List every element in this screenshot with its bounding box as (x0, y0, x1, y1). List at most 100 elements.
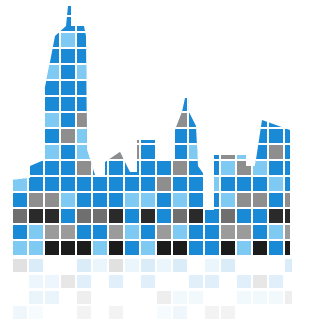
reflection-tile (45, 275, 59, 288)
reflection-tile (125, 259, 139, 272)
tile (188, 32, 204, 48)
reflection-tile (77, 275, 91, 288)
tile (220, 160, 236, 176)
tile (252, 192, 268, 208)
reflection-tile (173, 306, 187, 319)
tile (236, 240, 252, 256)
tile (156, 112, 172, 128)
reflection-tile (269, 275, 283, 288)
tile (28, 80, 44, 96)
tile (204, 64, 220, 80)
reflection-tile (61, 275, 75, 288)
tile (236, 224, 252, 240)
tile (140, 192, 156, 208)
tile (28, 32, 44, 48)
tile (124, 192, 140, 208)
reflection-tile (173, 259, 187, 272)
tile (220, 32, 236, 48)
reflection-tile (141, 275, 155, 288)
reflection-tile (237, 291, 251, 304)
tile (172, 224, 188, 240)
tile (124, 112, 140, 128)
reflection-tile (109, 306, 123, 319)
tile (156, 128, 172, 144)
tile (124, 16, 140, 32)
tile (172, 112, 188, 128)
reflection-tile (157, 306, 171, 319)
reflection-tile (285, 291, 292, 304)
reflection-tile (189, 291, 203, 304)
reflection-tile (157, 291, 171, 304)
tile (44, 192, 60, 208)
tile (156, 48, 172, 64)
tile (92, 144, 108, 160)
tile (220, 144, 236, 160)
tile (92, 32, 108, 48)
tile (220, 240, 236, 256)
tile (44, 144, 60, 160)
tile (44, 112, 60, 128)
tile (188, 208, 204, 224)
tile (44, 240, 60, 256)
reflection-tile (13, 259, 27, 272)
tile (108, 208, 124, 224)
tile (140, 16, 156, 32)
reflection-tile (253, 291, 267, 304)
tile (76, 64, 92, 80)
tile (124, 128, 140, 144)
tile (124, 224, 140, 240)
tile (284, 192, 292, 208)
tile (108, 224, 124, 240)
tile (28, 208, 44, 224)
tile (140, 112, 156, 128)
tile (12, 240, 28, 256)
tile (108, 240, 124, 256)
tile (236, 192, 252, 208)
reflection-tile (29, 275, 43, 288)
reflection-tile (29, 259, 43, 272)
reflection-tile (189, 275, 203, 288)
tile (268, 208, 284, 224)
tile (76, 160, 92, 176)
tile (156, 240, 172, 256)
reflection (13, 259, 292, 319)
tile (60, 192, 76, 208)
tile (284, 224, 292, 240)
tile (252, 240, 268, 256)
reflection-tile (13, 306, 27, 319)
tile (12, 208, 28, 224)
tile (236, 144, 252, 160)
tile (220, 192, 236, 208)
tile (60, 32, 76, 48)
tile (12, 176, 28, 192)
tile (28, 64, 44, 80)
tile (220, 48, 236, 64)
reflection-tile (221, 259, 235, 272)
tile (220, 224, 236, 240)
tile (76, 128, 92, 144)
tile (252, 16, 268, 32)
tile (44, 208, 60, 224)
tile (92, 128, 108, 144)
tile (44, 224, 60, 240)
tile (204, 16, 220, 32)
tile (76, 0, 92, 16)
tile (268, 176, 284, 192)
tile (204, 80, 220, 96)
reflection-tile (141, 259, 155, 272)
tile (236, 64, 252, 80)
tile (172, 192, 188, 208)
tile (220, 208, 236, 224)
tile (28, 240, 44, 256)
tile (124, 144, 140, 160)
tile (60, 128, 76, 144)
tile (140, 240, 156, 256)
tile (92, 208, 108, 224)
skyline-illustration (0, 0, 292, 320)
tile (284, 240, 292, 256)
tile (60, 224, 76, 240)
tile (236, 160, 252, 176)
tile (172, 208, 188, 224)
tile (252, 160, 268, 176)
tile (172, 64, 188, 80)
